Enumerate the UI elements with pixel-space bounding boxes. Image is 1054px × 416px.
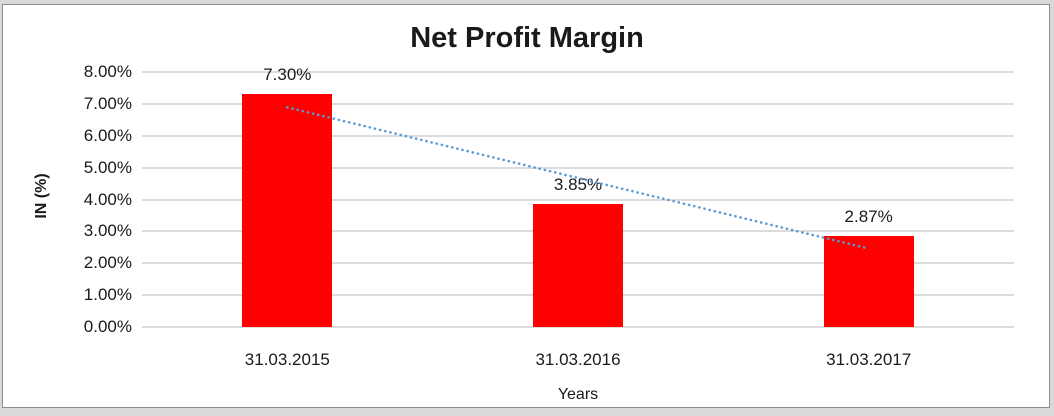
- gridline: [142, 326, 1014, 328]
- x-tick-label: 31.03.2015: [244, 350, 330, 369]
- bar-31.03.2017: [823, 235, 914, 327]
- bar-31.03.2016: [533, 204, 623, 327]
- x-tick-label: 31.03.2017: [826, 350, 912, 369]
- y-tick-label: 0.00%: [83, 317, 132, 336]
- y-axis-title: IN (%): [33, 173, 50, 219]
- y-tick-label: 2.00%: [83, 253, 132, 273]
- y-tick-label: 7.00%: [83, 93, 132, 113]
- y-tick-label: 6.00%: [83, 125, 132, 145]
- bar-data-label: 2.87%: [844, 206, 893, 226]
- bar-data-label: 7.30%: [263, 65, 312, 85]
- y-tick-label: 1.00%: [83, 285, 132, 305]
- gridline: [142, 102, 1014, 105]
- gridline: [142, 71, 1014, 73]
- bar-data-label: 3.85%: [553, 175, 603, 195]
- y-tick-label: 4.00%: [83, 189, 132, 209]
- bar-31.03.2015: [242, 94, 333, 327]
- y-tick-label: 3.00%: [83, 221, 132, 241]
- x-axis-title: Years: [557, 386, 599, 403]
- x-tick-label: 31.03.2016: [535, 350, 621, 369]
- y-tick-label: 5.00%: [83, 157, 132, 177]
- y-tick-label: 8.00%: [83, 62, 132, 81]
- chart-title: Net Profit Margin: [410, 22, 644, 54]
